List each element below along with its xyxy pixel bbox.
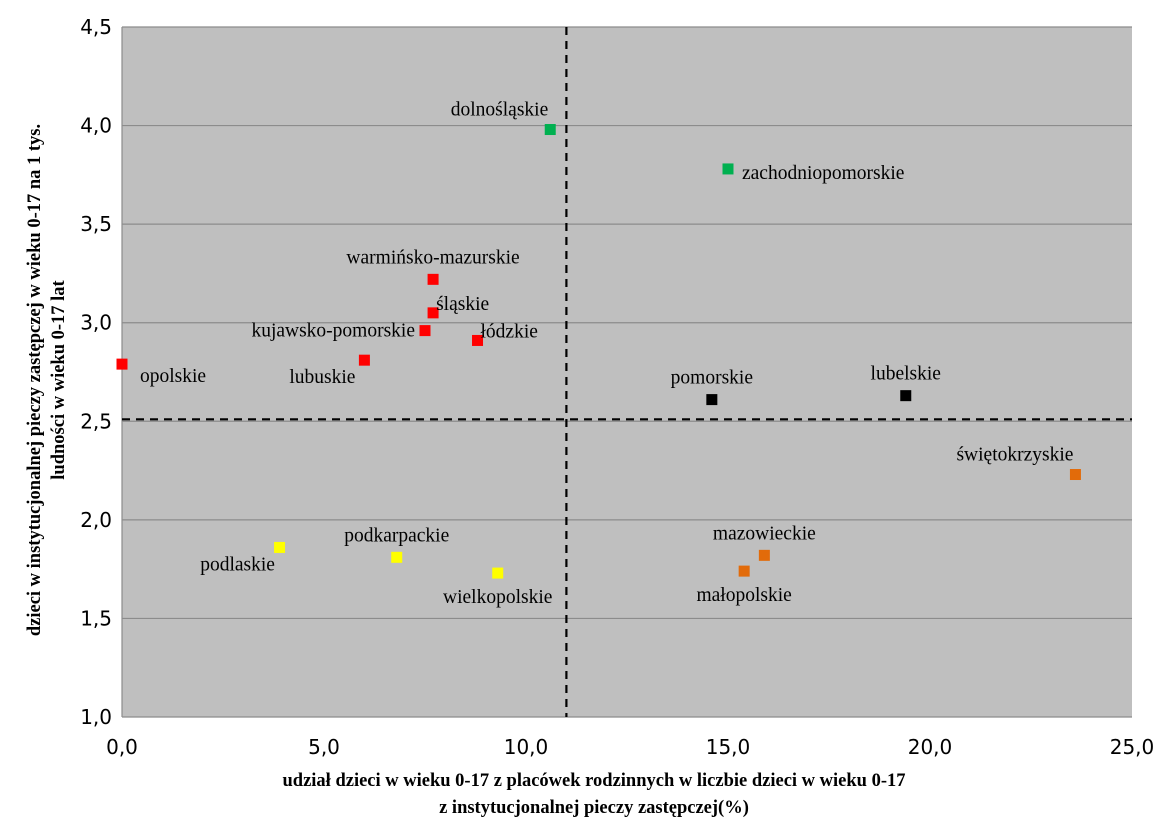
x-axis-title-line-2: z instytucjonalnej pieczy zastępczej(%) [439, 798, 749, 818]
data-point [116, 358, 128, 370]
data-point [706, 394, 718, 406]
reference-lines [122, 27, 1132, 717]
data-point [900, 390, 912, 402]
y-axis-title-line-1: dzieci w instytucjonalnej pieczy zastępc… [25, 124, 45, 636]
x-axis-title-line-1: udział dzieci w wieku 0-17 z placówek ro… [283, 771, 906, 791]
data-label: łódzkie [481, 321, 538, 342]
y-tick-label: 3,0 [80, 311, 112, 335]
y-tick-label: 4,5 [80, 15, 112, 39]
data-points [116, 124, 1081, 579]
y-tick-label: 2,0 [80, 508, 112, 532]
data-point [427, 307, 439, 319]
data-label: opolskie [140, 366, 206, 387]
data-label: dolnośląskie [451, 100, 549, 121]
gridlines [121, 26, 1132, 718]
x-tick-label: 0,0 [106, 735, 138, 759]
data-label: świętokrzyskie [956, 445, 1073, 466]
data-label: małopolskie [696, 585, 791, 606]
x-tick-label: 5,0 [308, 735, 340, 759]
data-label: pomorskie [671, 368, 753, 389]
data-point [492, 567, 504, 579]
data-label: lubuskie [289, 367, 355, 388]
y-tick-label: 4,0 [80, 114, 112, 138]
plot-area [122, 27, 1132, 717]
data-point [738, 565, 750, 577]
data-point [758, 549, 770, 561]
data-label: wielkopolskie [443, 587, 552, 608]
x-tick-label: 15,0 [706, 735, 751, 759]
y-tick-label: 1,5 [80, 606, 112, 630]
data-point [391, 551, 403, 563]
data-point [722, 163, 734, 175]
data-point [419, 325, 431, 337]
y-tick-label: 2,5 [80, 409, 112, 433]
x-tick-label: 25,0 [1110, 735, 1155, 759]
y-tick-label: 1,0 [80, 705, 112, 729]
data-label: zachodniopomorskie [742, 163, 904, 184]
data-point [358, 354, 370, 366]
data-point [544, 124, 556, 136]
data-labels: dolnośląskie zachodniopomorskie warmińsko-… [140, 100, 1073, 609]
data-point [427, 273, 439, 285]
y-tick-label: 3,5 [80, 212, 112, 236]
data-label: kujawsko-pomorskie [251, 321, 415, 342]
data-label: mazowieckie [713, 523, 816, 544]
data-label: podkarpackie [344, 525, 449, 546]
data-label: warmińsko-mazurskie [346, 247, 519, 268]
x-tick-label: 20,0 [908, 735, 953, 759]
data-label: lubelskie [871, 364, 941, 385]
y-axis-title-line-2: ludności w wieku 0-17 lat [49, 279, 69, 479]
x-tick-label: 10,0 [504, 735, 549, 759]
data-label: śląskie [436, 294, 489, 315]
data-point [472, 334, 484, 346]
data-point [274, 541, 286, 553]
tick-labels: 1,0 1,5 2,0 2,5 3,0 3,5 4,0 4,5 0,0 5,0 10,0 15,0 20… [80, 15, 1154, 759]
data-point [1069, 469, 1081, 481]
data-label: podlaskie [200, 554, 275, 575]
